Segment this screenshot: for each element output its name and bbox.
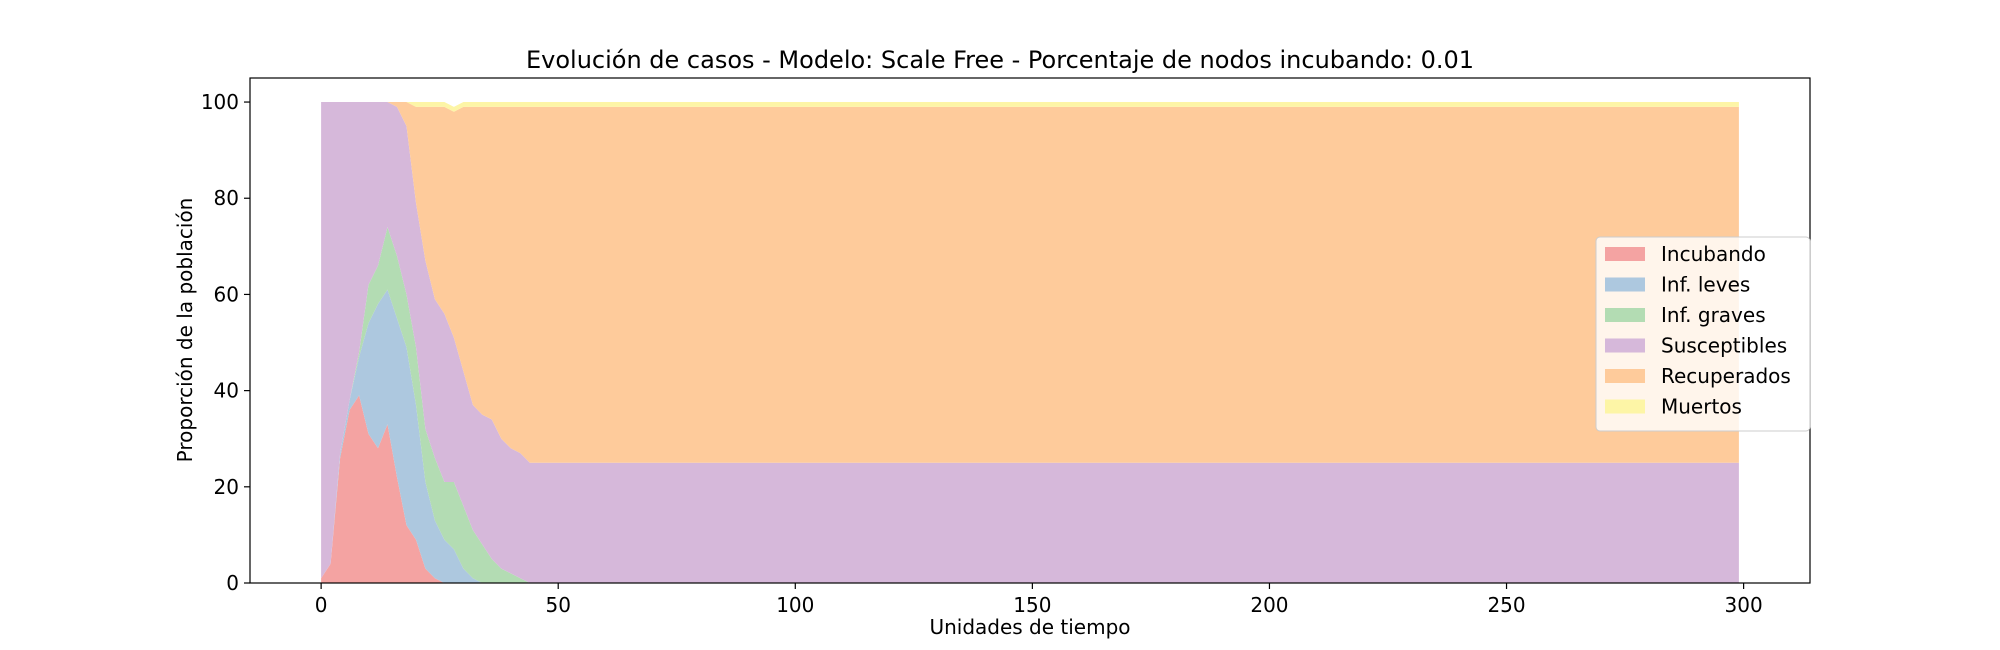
y-tick-label: 60 [214,282,239,306]
y-tick-label: 40 [214,379,239,403]
legend-box [1595,236,1811,432]
legend-label: Recuperados [1661,364,1791,388]
area-susceptibles [321,102,1739,583]
area-muertos [321,102,1739,112]
x-tick-label: 250 [1487,593,1525,617]
x-tick-label: 300 [1725,593,1763,617]
x-tick-label: 50 [545,593,570,617]
legend-swatch [1605,277,1645,292]
legend-label: Muertos [1661,395,1742,419]
x-tick-label: 100 [776,593,814,617]
y-tick-label: 0 [226,571,239,595]
legend-swatch [1605,369,1645,383]
y-axis: 0 20 40 60 80 100 [201,90,250,595]
x-tick-label: 0 [315,593,328,617]
x-axis: 0 50 100 150 200 250 300 [315,583,1763,617]
y-tick-label: 80 [214,186,239,210]
legend-label: Inf. leves [1661,273,1750,297]
area-inf-graves [321,227,1739,583]
x-tick-label: 150 [1013,593,1051,617]
legend-label: Inf. graves [1661,303,1766,327]
legend-swatch [1605,338,1645,353]
legend-label: Susceptibles [1661,334,1787,358]
x-axis-label: Unidades de tiempo [929,615,1130,639]
area-recuperados [321,102,1739,463]
legend-swatch [1605,399,1645,414]
y-tick-label: 20 [214,475,239,499]
stacked-areas [321,102,1739,583]
legend-swatch [1605,308,1645,322]
x-tick-label: 200 [1250,593,1288,617]
chart-title: Evolución de casos - Modelo: Scale Free … [526,46,1474,74]
legend-label: Incubando [1661,242,1766,266]
y-tick-label: 100 [201,90,239,114]
legend: Incubando Inf. leves Inf. graves Susceptibl… [1595,236,1811,432]
legend-swatch [1605,247,1645,261]
y-axis-label: Proporción de la población [173,198,197,463]
